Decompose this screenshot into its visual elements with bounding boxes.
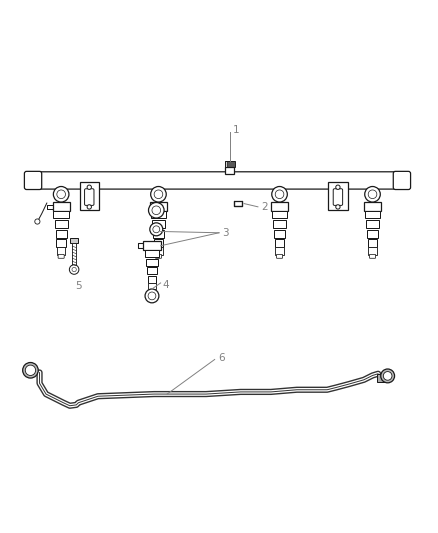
Bar [231, 161, 232, 167]
Bar [233, 161, 234, 167]
Bar [368, 247, 377, 255]
Circle shape [87, 205, 92, 209]
Text: 4: 4 [163, 280, 170, 289]
Bar [227, 161, 229, 167]
Text: 5: 5 [75, 280, 82, 290]
Text: 2: 2 [261, 202, 268, 212]
FancyBboxPatch shape [58, 254, 64, 259]
Bar [275, 247, 284, 255]
Bar [57, 239, 66, 247]
Circle shape [69, 265, 79, 274]
Bar [148, 283, 156, 289]
Bar [72, 243, 76, 265]
Circle shape [368, 190, 377, 199]
Bar [26, 366, 35, 373]
Bar [152, 220, 165, 228]
Circle shape [381, 369, 395, 383]
Circle shape [154, 190, 163, 199]
Circle shape [148, 292, 156, 300]
FancyBboxPatch shape [85, 189, 94, 205]
Bar [147, 268, 157, 274]
Bar [225, 161, 235, 167]
FancyBboxPatch shape [370, 254, 375, 259]
Bar [145, 250, 159, 257]
FancyBboxPatch shape [333, 189, 343, 205]
Bar [377, 374, 385, 382]
Bar [328, 182, 348, 211]
Bar [365, 211, 380, 219]
Bar [367, 230, 378, 238]
Bar [56, 230, 67, 238]
Text: 3: 3 [223, 228, 229, 238]
Circle shape [272, 187, 287, 202]
FancyBboxPatch shape [276, 254, 283, 259]
Bar [146, 259, 158, 265]
Bar [364, 202, 381, 211]
Bar [154, 247, 163, 255]
Circle shape [150, 223, 163, 236]
Bar [150, 202, 167, 211]
Bar [226, 167, 234, 174]
Bar [70, 238, 78, 243]
Circle shape [336, 185, 340, 189]
Bar [143, 241, 161, 250]
Bar [154, 239, 163, 247]
Circle shape [275, 190, 284, 199]
Bar [55, 220, 67, 228]
Bar [151, 211, 166, 219]
Circle shape [153, 226, 160, 233]
Circle shape [87, 185, 92, 189]
Bar [273, 220, 286, 228]
Bar [53, 202, 70, 211]
Bar [368, 239, 377, 247]
Bar [271, 202, 288, 211]
Text: 1: 1 [233, 125, 240, 135]
Bar [274, 230, 285, 238]
Circle shape [25, 365, 35, 375]
Circle shape [152, 206, 161, 215]
Bar [272, 211, 287, 219]
Circle shape [35, 219, 40, 224]
Circle shape [148, 203, 164, 218]
Bar [229, 161, 230, 167]
Bar [153, 230, 164, 238]
Circle shape [383, 372, 392, 380]
Circle shape [57, 190, 66, 199]
Bar [275, 239, 284, 247]
FancyBboxPatch shape [25, 172, 42, 190]
Circle shape [145, 289, 159, 303]
Circle shape [151, 187, 166, 202]
Bar [57, 247, 66, 255]
FancyBboxPatch shape [155, 254, 162, 259]
FancyBboxPatch shape [393, 172, 410, 190]
Circle shape [53, 187, 69, 202]
Bar [366, 220, 379, 228]
Bar [148, 276, 156, 283]
Bar [53, 211, 69, 219]
Circle shape [72, 268, 76, 272]
Bar [80, 182, 99, 211]
Circle shape [336, 205, 340, 209]
Circle shape [23, 362, 38, 378]
Circle shape [365, 187, 380, 202]
Text: 6: 6 [218, 353, 225, 363]
FancyBboxPatch shape [35, 172, 399, 189]
